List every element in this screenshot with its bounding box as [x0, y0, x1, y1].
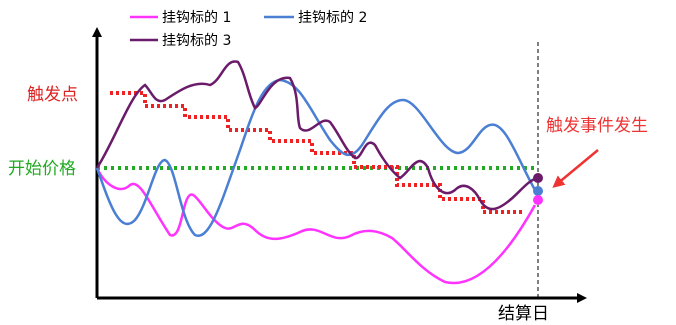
trigger-event-label: 触发事件发生 [546, 116, 648, 136]
series-2-end-marker [533, 186, 543, 196]
legend-label-1: 挂钩标的 1 [162, 10, 231, 26]
settlement-date-label: 结算日 [498, 304, 549, 324]
trigger-step-line [110, 91, 525, 214]
series-1-end-marker [533, 195, 543, 205]
series-3-end-marker [533, 173, 543, 183]
legend-label-2: 挂钩标的 2 [298, 10, 367, 26]
start-price-label: 开始价格 [8, 159, 76, 179]
series-2-line [95, 78, 537, 237]
trigger-event-arrow [552, 149, 599, 188]
legend-label-3: 挂钩标的 3 [162, 33, 231, 49]
trigger-point-label: 触发点 [27, 85, 78, 105]
series-1-line [95, 167, 537, 285]
legend: 挂钩标的 1 挂钩标的 2 挂钩标的 3 [130, 10, 367, 49]
series-3-line [95, 60, 539, 211]
